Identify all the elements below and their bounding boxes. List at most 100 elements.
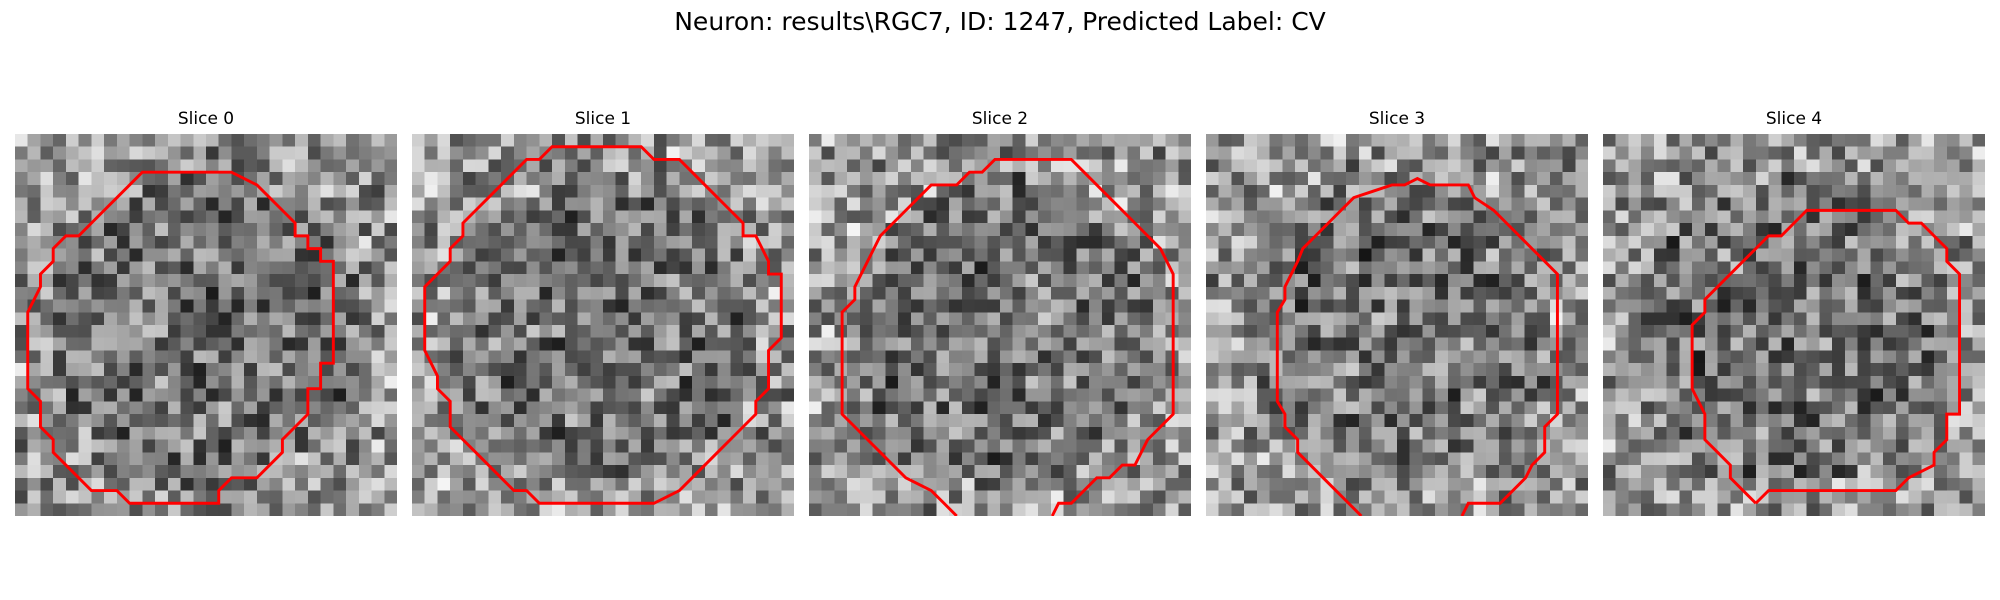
voxel bbox=[1857, 312, 1871, 326]
voxel bbox=[1460, 325, 1474, 338]
voxel bbox=[1101, 337, 1115, 351]
voxel bbox=[1244, 312, 1258, 326]
voxel bbox=[1679, 401, 1693, 415]
voxel bbox=[1114, 503, 1128, 516]
voxel bbox=[704, 490, 718, 504]
voxel bbox=[1282, 388, 1296, 402]
voxel bbox=[1972, 325, 1985, 338]
voxel bbox=[40, 337, 54, 351]
voxel bbox=[1101, 235, 1115, 249]
voxel bbox=[961, 439, 975, 453]
voxel bbox=[513, 337, 527, 351]
voxel bbox=[513, 363, 527, 377]
voxel bbox=[539, 312, 553, 326]
voxel bbox=[1447, 235, 1461, 249]
voxel bbox=[269, 439, 283, 453]
voxel bbox=[1972, 172, 1985, 186]
voxel bbox=[768, 490, 782, 504]
voxel bbox=[104, 172, 118, 186]
voxel bbox=[1832, 223, 1846, 237]
voxel bbox=[180, 248, 194, 262]
voxel bbox=[333, 337, 347, 351]
voxel bbox=[346, 490, 360, 504]
voxel bbox=[743, 134, 757, 147]
voxel bbox=[1038, 401, 1052, 415]
voxel bbox=[1282, 490, 1296, 504]
voxel bbox=[974, 350, 988, 364]
voxel bbox=[1921, 325, 1935, 338]
voxel bbox=[949, 146, 963, 160]
voxel bbox=[679, 363, 693, 377]
voxel bbox=[180, 235, 194, 249]
voxel bbox=[424, 426, 438, 440]
voxel bbox=[1692, 286, 1706, 300]
voxel bbox=[1025, 235, 1039, 249]
voxel bbox=[653, 274, 667, 288]
voxel bbox=[193, 439, 207, 453]
voxel bbox=[40, 248, 54, 262]
voxel bbox=[859, 184, 873, 198]
voxel bbox=[295, 172, 309, 186]
voxel bbox=[1628, 172, 1642, 186]
voxel bbox=[475, 184, 489, 198]
voxel bbox=[116, 439, 130, 453]
voxel bbox=[1320, 235, 1334, 249]
voxel bbox=[1101, 146, 1115, 160]
voxel bbox=[384, 286, 397, 300]
voxel bbox=[256, 134, 270, 147]
voxel bbox=[885, 401, 899, 415]
voxel bbox=[1717, 134, 1731, 147]
voxel bbox=[1537, 388, 1551, 402]
voxel bbox=[666, 312, 680, 326]
voxel bbox=[1447, 210, 1461, 224]
voxel bbox=[129, 388, 143, 402]
voxel bbox=[809, 363, 822, 377]
voxel bbox=[1295, 197, 1309, 211]
voxel bbox=[1679, 477, 1693, 491]
voxel bbox=[1641, 159, 1655, 173]
voxel bbox=[781, 426, 794, 440]
voxel bbox=[15, 261, 28, 275]
voxel bbox=[231, 223, 245, 237]
voxel bbox=[1883, 350, 1897, 364]
voxel bbox=[269, 184, 283, 198]
voxel bbox=[1460, 375, 1474, 389]
voxel bbox=[193, 337, 207, 351]
voxel bbox=[653, 452, 667, 466]
voxel bbox=[590, 414, 604, 428]
voxel bbox=[384, 337, 397, 351]
voxel bbox=[1844, 223, 1858, 237]
voxel bbox=[1524, 159, 1538, 173]
voxel bbox=[1844, 197, 1858, 211]
voxel bbox=[371, 274, 385, 288]
voxel bbox=[1641, 350, 1655, 364]
voxel bbox=[1127, 286, 1141, 300]
voxel bbox=[590, 452, 604, 466]
voxel bbox=[1000, 197, 1013, 211]
voxel bbox=[885, 388, 899, 402]
voxel bbox=[206, 503, 219, 516]
voxel bbox=[1025, 490, 1039, 504]
voxel bbox=[333, 414, 347, 428]
voxel bbox=[1409, 235, 1423, 249]
voxel bbox=[603, 210, 616, 224]
voxel bbox=[1934, 184, 1948, 198]
voxel bbox=[78, 235, 92, 249]
voxel bbox=[872, 286, 886, 300]
voxel bbox=[1575, 184, 1588, 198]
voxel bbox=[384, 401, 397, 415]
voxel bbox=[1743, 159, 1757, 173]
voxel bbox=[679, 465, 693, 479]
voxel bbox=[269, 401, 283, 415]
voxel bbox=[974, 312, 988, 326]
voxel bbox=[1628, 337, 1642, 351]
voxel bbox=[1152, 439, 1166, 453]
voxel bbox=[1704, 248, 1718, 262]
voxel bbox=[27, 477, 41, 491]
voxel bbox=[462, 134, 476, 147]
voxel bbox=[1575, 375, 1588, 389]
voxel bbox=[961, 426, 975, 440]
voxel bbox=[1704, 465, 1718, 479]
voxel bbox=[692, 197, 706, 211]
slice-4-roi-outline bbox=[1690, 208, 1961, 505]
